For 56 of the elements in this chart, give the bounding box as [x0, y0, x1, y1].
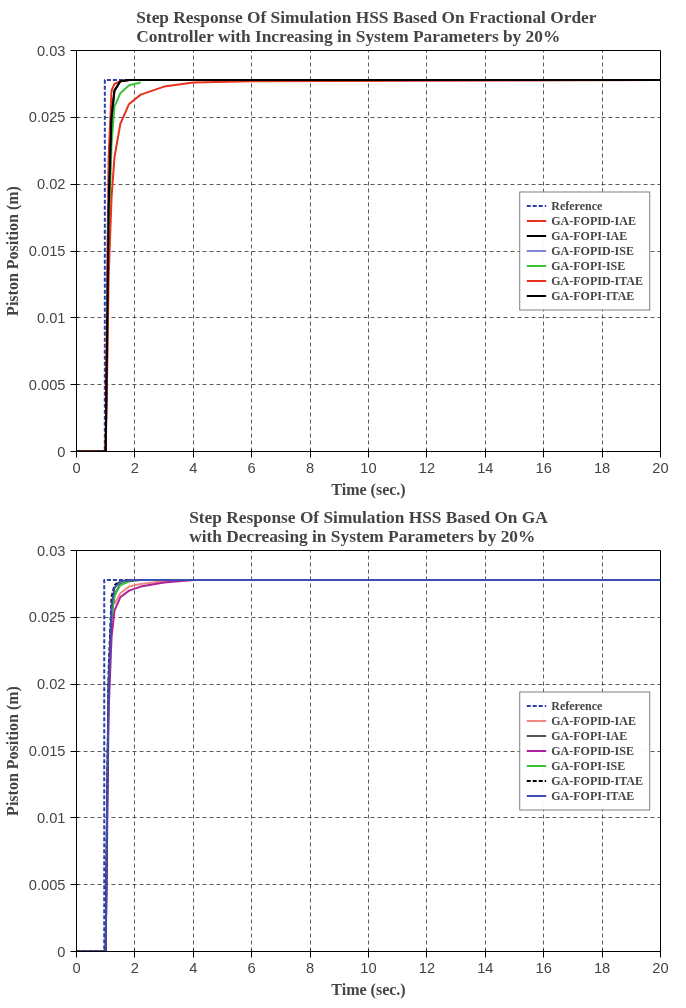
legend-label: Reference — [551, 198, 603, 213]
x-axis-title: Time (sec.) — [331, 480, 406, 499]
x-tick-label: 12 — [418, 459, 436, 476]
y-tick-label: 0.015 — [28, 743, 66, 759]
y-tick-label: 0.005 — [28, 376, 66, 393]
legend-label: GA-FOPID-ITAE — [551, 773, 643, 788]
y-tick-label: 0.015 — [28, 243, 66, 259]
x-tick-label: 16 — [535, 959, 552, 976]
x-tick-label: 8 — [306, 459, 315, 476]
legend-label: GA-FOPID-IAE — [551, 213, 636, 228]
x-tick-label: 18 — [593, 459, 611, 476]
y-tick-label: 0.02 — [36, 176, 66, 193]
x-tick-label: 4 — [189, 959, 198, 976]
y-tick-label: 0 — [57, 943, 66, 960]
legend-label: Reference — [551, 698, 603, 713]
x-tick-label: 6 — [247, 459, 256, 476]
y-tick-label: 0.005 — [28, 876, 66, 893]
x-tick-label: 12 — [418, 959, 436, 976]
x-tick-label: 2 — [130, 459, 139, 476]
x-tick-label: 18 — [593, 959, 611, 976]
x-tick-label: 14 — [477, 959, 494, 976]
x-axis-title: Time (sec.) — [331, 980, 406, 999]
y-tick-label: 0 — [57, 443, 66, 460]
y-tick-label: 0.025 — [28, 109, 66, 126]
x-tick-label: 14 — [477, 459, 494, 476]
legend-label: GA-FOPI-ITAE — [551, 788, 635, 803]
legend-label: GA-FOPI-ISE — [551, 258, 626, 273]
x-tick-label: 2 — [130, 959, 139, 976]
x-tick-label: 16 — [535, 459, 552, 476]
chart-title: Step Response Of Simulation HSS Based On GA with Decreasing in System Parameters by 20% — [189, 507, 549, 546]
legend-label: GA-FOPID-IAE — [551, 713, 636, 728]
y-tick-label: 0.02 — [36, 676, 66, 693]
x-tick-label: 20 — [652, 959, 669, 976]
x-tick-label: 10 — [360, 959, 377, 976]
legend-label: GA-FOPI-IAE — [551, 228, 628, 243]
x-tick-label: 10 — [360, 459, 377, 476]
y-axis-title: Piston Position (m) — [3, 186, 22, 316]
x-tick-label: 4 — [189, 459, 198, 476]
x-tick-label: 6 — [247, 959, 256, 976]
x-tick-label: 8 — [306, 959, 315, 976]
chart-title: Step Response Of Simulation HSS Based On Fractional Order Controller with Increasing in System Parameters by 20% — [136, 7, 597, 46]
y-tick-label: 0.01 — [36, 309, 66, 326]
x-tick-label: 0 — [72, 959, 81, 976]
legend-label: GA-FOPID-ISE — [551, 243, 634, 258]
x-tick-label: 20 — [652, 459, 669, 476]
legend-label: GA-FOPI-ISE — [551, 758, 626, 773]
y-tick-label: 0.01 — [36, 809, 66, 826]
x-tick-label: 0 — [72, 459, 81, 476]
y-axis-title: Piston Position (m) — [3, 686, 22, 816]
legend-label: GA-FOPI-ITAE — [551, 288, 635, 303]
y-tick-label: 0.03 — [36, 42, 66, 59]
legend-label: GA-FOPI-IAE — [551, 728, 628, 743]
legend-label: GA-FOPID-ISE — [551, 743, 634, 758]
y-tick-label: 0.03 — [36, 542, 66, 559]
legend-label: GA-FOPID-ITAE — [551, 273, 643, 288]
y-tick-label: 0.025 — [28, 609, 66, 626]
